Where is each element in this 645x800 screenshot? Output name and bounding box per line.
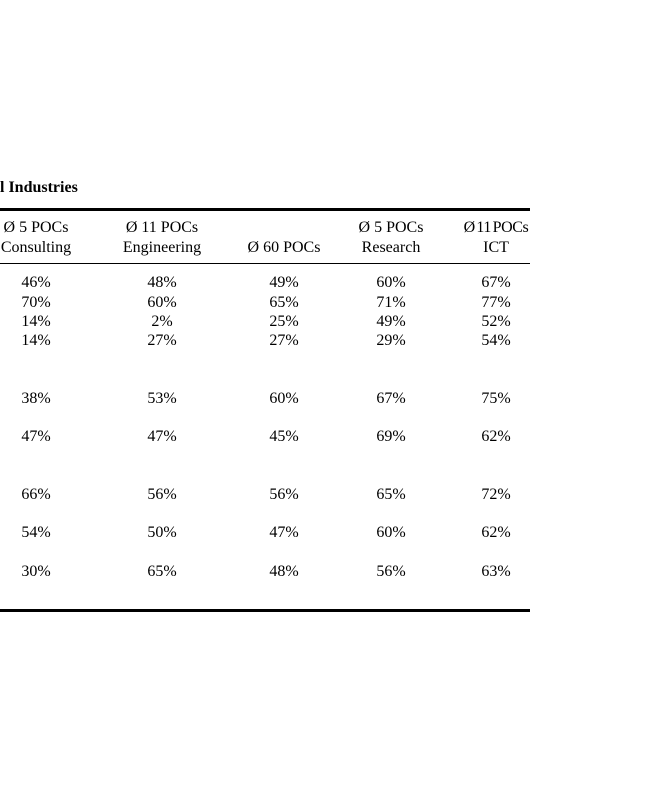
cell-consulting: 70%: [21, 294, 51, 311]
cell-engineering: 48%: [147, 274, 177, 291]
header-poc-consulting: Ø 5 POCs: [3, 219, 69, 236]
cell-research: 67%: [376, 390, 406, 407]
cell-engineering: 56%: [147, 486, 177, 503]
cell-research: 49%: [376, 313, 406, 330]
cell-research: 60%: [376, 524, 406, 541]
cell-engineering: 50%: [147, 524, 177, 541]
cell-ict: 72%: [481, 486, 511, 503]
cell-ict: 62%: [481, 428, 511, 445]
header-poc-research: Ø 5 POCs: [358, 219, 424, 236]
cell-research: 56%: [376, 563, 406, 580]
table-row: 66% 56% 56% 65% 72%: [0, 487, 530, 503]
table-title: l Industries: [0, 179, 78, 196]
cell-overall: 56%: [269, 486, 299, 503]
cell-ict: 75%: [481, 390, 511, 407]
cell-ict: 67%: [481, 274, 511, 291]
cell-consulting: 14%: [21, 313, 51, 330]
cell-overall: 65%: [269, 294, 299, 311]
cell-research: 71%: [376, 294, 406, 311]
table-row: 70% 60% 65% 71% 77%: [0, 295, 530, 311]
cell-consulting: 30%: [21, 563, 51, 580]
cell-engineering: 53%: [147, 390, 177, 407]
cell-consulting: 47%: [21, 428, 51, 445]
cell-overall: 27%: [269, 332, 299, 349]
table-top-rule: [0, 208, 530, 211]
cell-engineering: 27%: [147, 332, 177, 349]
cell-ict: 77%: [481, 294, 511, 311]
header-row-industries: Consulting Engineering Ø 60 POCs Researc…: [0, 240, 530, 256]
table-row: 54% 50% 47% 60% 62%: [0, 525, 530, 541]
cell-research: 65%: [376, 486, 406, 503]
cell-research: 29%: [376, 332, 406, 349]
cell-engineering: 2%: [151, 313, 173, 330]
cell-overall: 45%: [269, 428, 299, 445]
cell-engineering: 47%: [147, 428, 177, 445]
cell-consulting: 66%: [21, 486, 51, 503]
table-row: 14% 2% 25% 49% 52%: [0, 314, 530, 330]
cell-engineering: 60%: [147, 294, 177, 311]
header-label-research: Research: [361, 239, 421, 256]
table-row: 14% 27% 27% 29% 54%: [0, 333, 530, 349]
header-label-ict: ICT: [483, 239, 509, 256]
cell-consulting: 38%: [21, 390, 51, 407]
table-row: 47% 47% 45% 69% 62%: [0, 429, 530, 445]
header-row-poc-counts: Ø 5 POCs Ø 11 POCs Ø 5 POCs Ø 11 POCs: [0, 220, 530, 236]
cell-ict: 54%: [481, 332, 511, 349]
table-row: 46% 48% 49% 60% 67%: [0, 275, 530, 291]
table-bottom-rule: [0, 609, 530, 612]
cell-ict: 63%: [481, 563, 511, 580]
cell-overall: 47%: [269, 524, 299, 541]
header-label-overall: Ø 60 POCs: [247, 239, 321, 256]
cell-research: 69%: [376, 428, 406, 445]
cell-consulting: 46%: [21, 274, 51, 291]
cell-research: 60%: [376, 274, 406, 291]
header-bottom-rule: [0, 263, 530, 265]
cell-overall: 60%: [269, 390, 299, 407]
cell-overall: 48%: [269, 563, 299, 580]
cell-engineering: 65%: [147, 563, 177, 580]
cell-ict: 52%: [481, 313, 511, 330]
table-row: 30% 65% 48% 56% 63%: [0, 564, 530, 580]
header-label-consulting: Consulting: [0, 239, 72, 256]
cell-overall: 25%: [269, 313, 299, 330]
cell-overall: 49%: [269, 274, 299, 291]
cell-ict: 62%: [481, 524, 511, 541]
header-poc-engineering: Ø 11 POCs: [125, 219, 199, 236]
header-poc-ict: Ø 11 POCs: [463, 219, 529, 236]
cell-consulting: 54%: [21, 524, 51, 541]
table-row: 38% 53% 60% 67% 75%: [0, 391, 530, 407]
cell-consulting: 14%: [21, 332, 51, 349]
header-label-engineering: Engineering: [122, 239, 202, 256]
